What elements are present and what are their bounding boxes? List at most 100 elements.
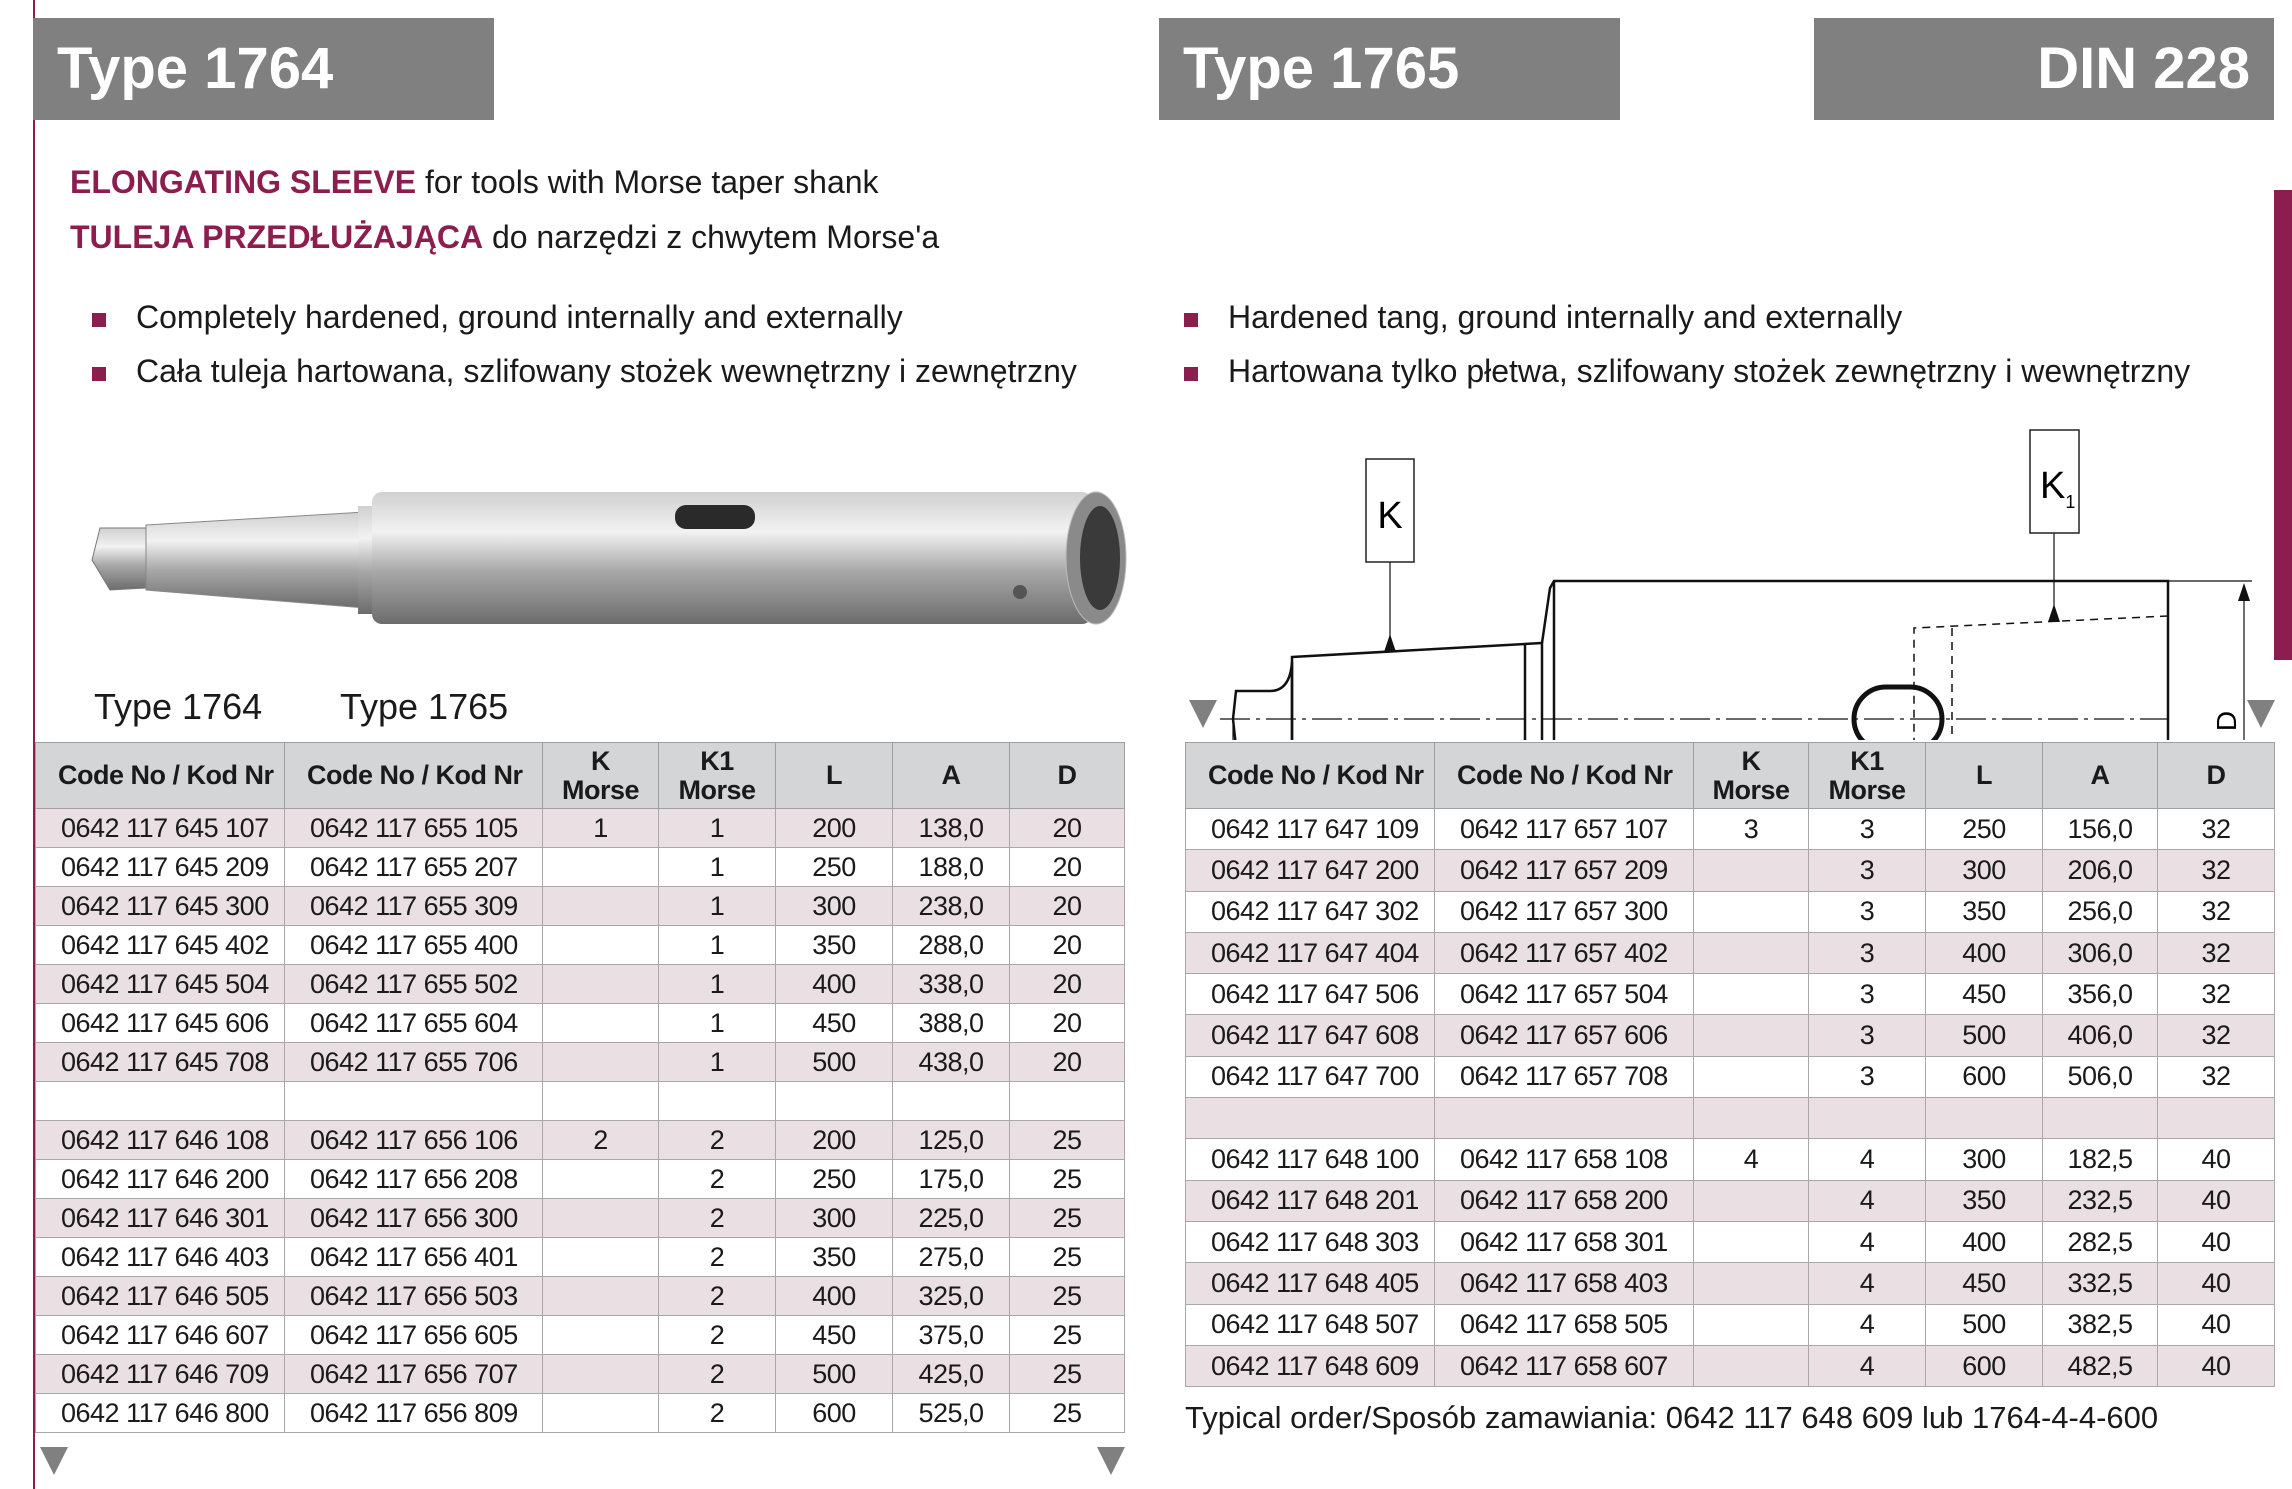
table-row: 0642 117 648 405 0642 117 658 403 4 450 332,… [1185,1262,2275,1305]
d-value: 25 [1009,1198,1125,1238]
l-value: 450 [1925,1262,2043,1305]
code-1765: 0642 117 656 208 [284,1159,543,1199]
l-value: 500 [1925,1303,2043,1346]
l-value: 200 [775,808,893,848]
k-morse [1693,931,1809,975]
slot [1851,684,1945,740]
k1-morse: 3 [1808,849,1926,892]
bullet-left-2: Cała tuleja hartowana, szlifowany stożek… [92,353,1077,390]
column-header: D [1009,742,1125,809]
code-1764 [1185,1097,1435,1140]
table-row: 0642 117 645 107 0642 117 655 105 1 1 200 138… [35,808,1125,848]
k-morse [1693,1262,1809,1305]
column-header: K Morse [542,742,659,809]
table-row: 0642 117 647 506 0642 117 657 504 3 450 356,… [1185,973,2275,1016]
d-value [1009,1081,1125,1121]
code-1765: 0642 117 657 209 [1434,849,1694,892]
a-value: 188,0 [892,847,1010,887]
column-header: Code No / Kod Nr [35,742,285,809]
k-morse [542,1393,659,1433]
title-type-1765: Type 1765 [1159,18,1620,120]
code-1764: 0642 117 646 200 [35,1159,285,1199]
code-1765: 0642 117 657 708 [1434,1055,1694,1099]
table-row: 0642 117 647 700 0642 117 657 708 3 600 506,… [1185,1055,2275,1099]
l-value: 250 [1925,807,2043,851]
k-morse [542,1198,659,1238]
code-1764: 0642 117 648 201 [1185,1179,1435,1222]
a-value: 225,0 [892,1198,1010,1238]
a-value [2042,1097,2158,1140]
k1-morse [1808,1097,1926,1140]
k-label-box [1365,458,1415,563]
code-1765: 0642 117 658 607 [1434,1344,1694,1388]
type-label-1765: Type 1765 [340,686,509,727]
a-value: 425,0 [892,1354,1010,1394]
k-morse: 3 [1693,807,1809,851]
code-1764: 0642 117 647 302 [1185,890,1435,933]
typical-order-note: Typical order/Sposób zamawiania: 0642 11… [1185,1400,2159,1435]
d-value: 25 [1009,1159,1125,1199]
column-header: D [2157,742,2275,809]
k-morse: 1 [542,808,659,848]
table-row: 0642 117 648 507 0642 117 658 505 4 500 382,… [1185,1303,2275,1346]
table-row: 0642 117 646 200 0642 117 656 208 2 250 175,… [35,1159,1125,1199]
column-header: K1 Morse [1808,742,1926,809]
intro-english-text: for tools with Morse taper shank [416,164,879,200]
a-value: 388,0 [892,1003,1010,1043]
intro-english: ELONGATING SLEEVE for tools with Morse t… [70,164,879,201]
k-morse [542,1315,659,1355]
k-morse [542,1081,659,1121]
k1-morse: 4 [1808,1220,1926,1264]
code-1765: 0642 117 656 809 [284,1393,543,1433]
bullet-square-icon [1184,312,1198,327]
a-value: 275,0 [892,1237,1010,1277]
l-value: 300 [775,1198,893,1238]
table-row: 0642 117 645 402 0642 117 655 400 1 350 288,… [35,925,1125,965]
l-value: 400 [1925,1220,2043,1264]
d-value: 40 [2157,1303,2275,1346]
table-row: 0642 117 648 609 0642 117 658 607 4 600 482,… [1185,1344,2275,1388]
k1-morse: 2 [658,1354,776,1394]
d-value: 32 [2157,807,2275,851]
k1-morse: 1 [658,808,776,848]
k-morse [1693,973,1809,1016]
code-1765 [1434,1097,1694,1140]
code-1765: 0642 117 656 605 [284,1315,543,1355]
k-morse [1693,890,1809,933]
intro-polish-text: do narzędzi z chwytem Morse'a [483,219,940,255]
code-1765: 0642 117 658 505 [1434,1303,1694,1346]
a-value: 325,0 [892,1276,1010,1316]
table-row: 0642 117 645 708 0642 117 655 706 1 500 438,… [35,1042,1125,1082]
code-1764: 0642 117 648 100 [1185,1138,1435,1181]
d-value: 32 [2157,890,2275,933]
k-morse [1693,1179,1809,1222]
triangle-marker-icon [1097,1447,1125,1475]
code-1765: 0642 117 657 606 [1434,1014,1694,1057]
table-row [1185,1097,2275,1140]
l-value: 400 [775,1276,893,1316]
table-row: 0642 117 646 607 0642 117 656 605 2 450 375,… [35,1315,1125,1355]
bullet-right-1: Hardened tang, ground internally and ext… [1184,299,1902,336]
l-value: 300 [1925,849,2043,892]
bullet-square-icon [92,366,106,381]
d-value: 20 [1009,1042,1125,1082]
d-value: 32 [2157,849,2275,892]
code-1764: 0642 117 647 109 [1185,807,1435,851]
k1-morse: 1 [658,1042,776,1082]
code-1765: 0642 117 657 107 [1434,807,1694,851]
l-value: 450 [1925,973,2043,1016]
k1-morse: 2 [658,1393,776,1433]
l-value [775,1081,893,1121]
k1-morse: 3 [1808,807,1926,851]
l-value: 500 [775,1354,893,1394]
k1-morse: 2 [658,1120,776,1160]
table-row: 0642 117 647 200 0642 117 657 209 3 300 206,… [1185,849,2275,892]
code-1765: 0642 117 655 400 [284,925,543,965]
column-header: Code No / Kod Nr [284,742,543,809]
a-value: 232,5 [2042,1179,2158,1222]
k1-morse: 3 [1808,890,1926,933]
table-row: 0642 117 645 209 0642 117 655 207 1 250 188,… [35,847,1125,887]
column-header: Code No / Kod Nr [1185,742,1435,809]
right-spec-table: Code No / Kod Nr Code No / Kod Nr K Morse K1… [1185,742,2275,1388]
d-value: 20 [1009,964,1125,1004]
